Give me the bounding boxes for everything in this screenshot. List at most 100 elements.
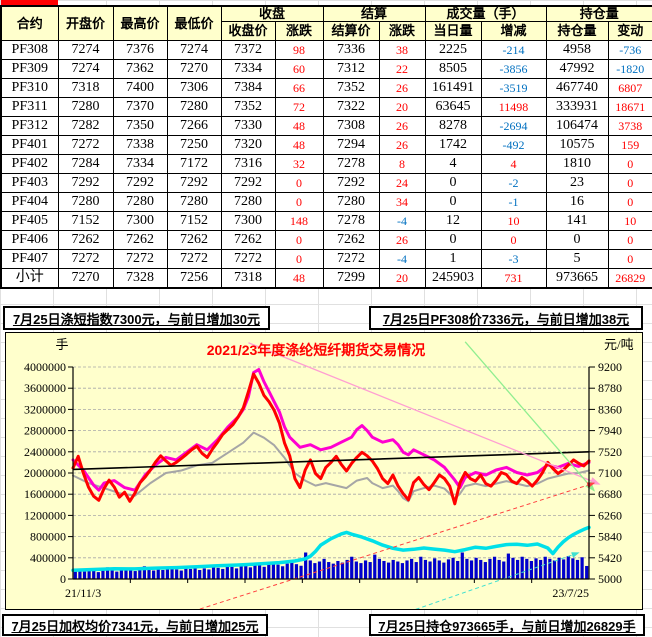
cell-close-price[interactable]: 7352 — [220, 97, 276, 117]
cell-oi-qty[interactable]: 333931 — [545, 97, 609, 117]
cell-high[interactable]: 7376 — [112, 40, 168, 60]
cell-high[interactable]: 7328 — [112, 268, 168, 289]
cell-contract[interactable]: PF402 — [0, 154, 59, 174]
cell-close-price[interactable]: 7318 — [220, 268, 276, 289]
cell-settle-price[interactable]: 7294 — [322, 135, 380, 155]
cell-volume-qty[interactable]: 12 — [424, 211, 482, 231]
cell-oi-qty[interactable]: 4958 — [545, 40, 609, 60]
cell-open[interactable]: 7152 — [57, 211, 114, 231]
cell-low[interactable]: 7274 — [166, 40, 222, 60]
cell-volume-qty[interactable]: 63645 — [424, 97, 482, 117]
cell-settle-price[interactable]: 7278 — [322, 211, 380, 231]
cell-contract[interactable]: 小计 — [0, 268, 59, 289]
col-header-open[interactable]: 开盘价 — [57, 5, 114, 41]
cell-contract[interactable]: PF312 — [0, 116, 59, 136]
cell-settle-chg[interactable]: 20 — [378, 97, 426, 117]
cell-close-chg[interactable]: 66 — [274, 78, 324, 98]
weighted-average-banner[interactable]: 7月25日加权均价7341元，与前日增加25元 — [2, 614, 268, 636]
cell-oi-qty[interactable]: 467740 — [545, 78, 609, 98]
cell-high[interactable]: 7362 — [112, 59, 168, 79]
cell-open[interactable]: 7262 — [57, 230, 114, 250]
col-header-close-price[interactable]: 收盘价 — [220, 21, 276, 41]
cell-settle-chg[interactable]: 24 — [378, 173, 426, 193]
cell-low[interactable]: 7172 — [166, 154, 222, 174]
cell-oi-chg[interactable]: 0 — [607, 173, 652, 193]
col-header-close-chg[interactable]: 涨跌 — [274, 21, 324, 41]
cell-oi-qty[interactable]: 1810 — [545, 154, 609, 174]
col-header-oi-chg[interactable]: 变动 — [607, 21, 652, 41]
cell-volume-chg[interactable]: -492 — [480, 135, 547, 155]
col-header-settle-chg[interactable]: 涨跌 — [378, 21, 426, 41]
cell-settle-price[interactable]: 7308 — [322, 116, 380, 136]
cell-oi-chg[interactable]: 26829 — [607, 268, 652, 289]
cell-settle-chg[interactable]: 26 — [378, 230, 426, 250]
cell-settle-chg[interactable]: 26 — [378, 116, 426, 136]
cell-volume-chg[interactable]: -2694 — [480, 116, 547, 136]
cell-open[interactable]: 7272 — [57, 135, 114, 155]
cell-open[interactable]: 7318 — [57, 78, 114, 98]
cell-close-chg[interactable]: 0 — [274, 249, 324, 269]
cell-oi-chg[interactable]: 0 — [607, 154, 652, 174]
cell-settle-chg[interactable]: 38 — [378, 40, 426, 60]
col-header-oi-qty[interactable]: 持仓量 — [545, 21, 609, 41]
col-header-high[interactable]: 最高价 — [112, 5, 168, 41]
cell-volume-chg[interactable]: 11498 — [480, 97, 547, 117]
cell-high[interactable]: 7262 — [112, 230, 168, 250]
cell-close-chg[interactable]: 48 — [274, 135, 324, 155]
cell-low[interactable]: 7262 — [166, 230, 222, 250]
cell-high[interactable]: 7400 — [112, 78, 168, 98]
cell-oi-chg[interactable]: -736 — [607, 40, 652, 60]
cell-open[interactable]: 7274 — [57, 40, 114, 60]
cell-volume-chg[interactable]: -2 — [480, 173, 547, 193]
cell-oi-chg[interactable]: 0 — [607, 230, 652, 250]
index-summary-banner[interactable]: 7月25日涤短指数7300元，与前日增加30元 — [3, 306, 270, 330]
cell-settle-chg[interactable]: 22 — [378, 59, 426, 79]
cell-volume-chg[interactable]: -1 — [480, 192, 547, 212]
cell-low[interactable]: 7270 — [166, 59, 222, 79]
cell-settle-chg[interactable]: 20 — [378, 268, 426, 289]
cell-high[interactable]: 7292 — [112, 173, 168, 193]
cell-settle-chg[interactable]: 34 — [378, 192, 426, 212]
cell-volume-qty[interactable]: 8278 — [424, 116, 482, 136]
cell-contract[interactable]: PF406 — [0, 230, 59, 250]
cell-settle-chg[interactable]: 8 — [378, 154, 426, 174]
cell-oi-chg[interactable]: 18671 — [607, 97, 652, 117]
cell-oi-chg[interactable]: 3738 — [607, 116, 652, 136]
cell-oi-chg[interactable]: 10 — [607, 211, 652, 231]
cell-close-price[interactable]: 7334 — [220, 59, 276, 79]
col-header-volume-qty[interactable]: 当日量 — [424, 21, 482, 41]
open-interest-banner[interactable]: 7月25日持仓973665手，与前日增加26829手 — [369, 614, 645, 636]
cell-settle-chg[interactable]: 26 — [378, 78, 426, 98]
cell-open[interactable]: 7280 — [57, 97, 114, 117]
cell-oi-qty[interactable]: 47992 — [545, 59, 609, 79]
cell-oi-qty[interactable]: 0 — [545, 230, 609, 250]
cell-high[interactable]: 7280 — [112, 192, 168, 212]
cell-close-chg[interactable]: 48 — [274, 116, 324, 136]
cell-oi-qty[interactable]: 16 — [545, 192, 609, 212]
cell-volume-qty[interactable]: 8505 — [424, 59, 482, 79]
cell-volume-qty[interactable]: 1 — [424, 249, 482, 269]
cell-volume-chg[interactable]: -3 — [480, 249, 547, 269]
cell-contract[interactable]: PF310 — [0, 78, 59, 98]
cell-oi-chg[interactable]: 159 — [607, 135, 652, 155]
cell-high[interactable]: 7300 — [112, 211, 168, 231]
group-header-volume[interactable]: 成交量（手） — [424, 5, 547, 22]
cell-high[interactable]: 7334 — [112, 154, 168, 174]
cell-settle-price[interactable]: 7278 — [322, 154, 380, 174]
cell-close-price[interactable]: 7280 — [220, 192, 276, 212]
cell-settle-price[interactable]: 7292 — [322, 173, 380, 193]
cell-contract[interactable]: PF308 — [0, 40, 59, 60]
cell-volume-chg[interactable]: 0 — [480, 230, 547, 250]
cell-contract[interactable]: PF309 — [0, 59, 59, 79]
cell-low[interactable]: 7280 — [166, 192, 222, 212]
cell-close-chg[interactable]: 0 — [274, 230, 324, 250]
group-header-settle[interactable]: 结算 — [322, 5, 426, 22]
group-header-close[interactable]: 收盘 — [220, 5, 324, 22]
cell-settle-price[interactable]: 7322 — [322, 97, 380, 117]
cell-oi-chg[interactable]: 0 — [607, 249, 652, 269]
cell-low[interactable]: 7306 — [166, 78, 222, 98]
cell-low[interactable]: 7152 — [166, 211, 222, 231]
cell-high[interactable]: 7350 — [112, 116, 168, 136]
cell-settle-chg[interactable]: -4 — [378, 211, 426, 231]
cell-contract[interactable]: PF403 — [0, 173, 59, 193]
